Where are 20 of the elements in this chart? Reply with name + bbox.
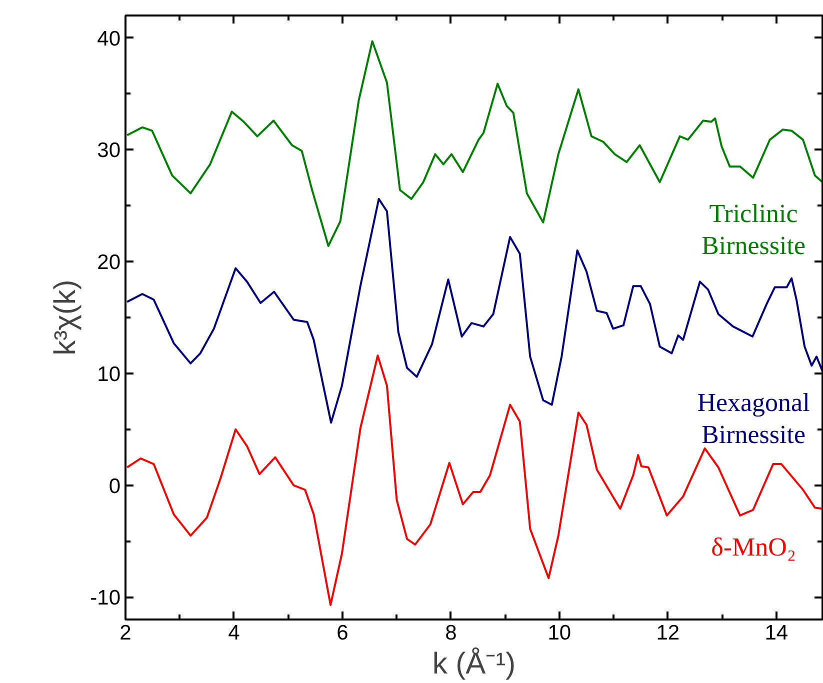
x-axis-title: k (Å⁻¹) [432, 646, 516, 680]
x-tick-label: 12 [656, 622, 680, 644]
line-series [126, 198, 822, 424]
x-tick-label: 10 [548, 622, 572, 644]
y-tick-label: 30 [97, 139, 120, 162]
x-tick-label: 8 [445, 622, 457, 644]
x-tick-label: 6 [336, 622, 348, 644]
line-series [126, 354, 822, 606]
x-tick-label: 14 [764, 622, 788, 644]
y-tick-label: 10 [97, 362, 120, 386]
x-tick-label: 4 [228, 622, 240, 644]
y-tick-label: 40 [97, 27, 120, 50]
x-tick-label: 2 [120, 622, 132, 644]
series-label: Triclinic Birnessite [702, 198, 806, 260]
series-label: δ-MnO₂ [711, 532, 796, 562]
y-axis-title: k³χ(k) [49, 280, 82, 356]
y-tick-label: 20 [97, 251, 120, 274]
series-label: Hexagonal Birnessite [697, 388, 810, 449]
y-tick-label: -10 [90, 586, 121, 610]
y-tick-label: 0 [108, 474, 121, 498]
